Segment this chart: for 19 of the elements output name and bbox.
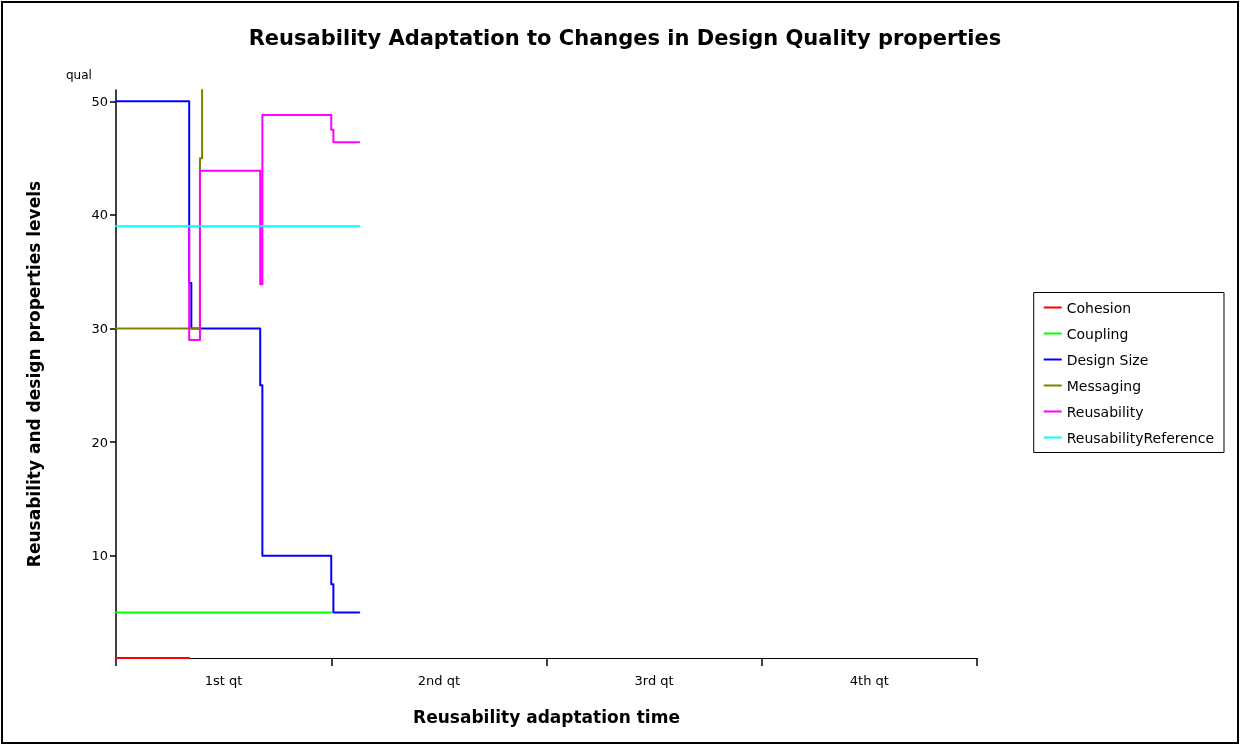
x-tick-label: 1st qt [204,673,243,688]
y-tick-label: 10 [91,548,108,564]
y-tick-label: 30 [91,321,108,337]
legend-label: Cohesion [1066,299,1132,316]
chart-title: Reusability Adaptation to Changes in Design Quality properties [248,25,1002,50]
legend-label: Coupling [1066,325,1129,342]
legend-label: Design Size [1066,351,1149,368]
x-tick-label: 2nd qt [417,673,460,688]
y-tick-label: 40 [91,207,108,223]
legend-label: ReusabilityReference [1066,429,1215,446]
legend-label: Reusability [1066,403,1144,420]
y-axis-title: Reusability and design properties levels [23,180,44,568]
x-tick-label: 3rd qt [634,673,674,688]
y-tick-label: 50 [91,93,108,109]
x-tick-label: 4th qt [849,673,889,688]
y-tick-label: 20 [91,434,108,450]
legend-label: Messaging [1066,377,1142,394]
text: qual [66,68,92,82]
x-axis-title: Reusability adaptation time [413,706,680,727]
